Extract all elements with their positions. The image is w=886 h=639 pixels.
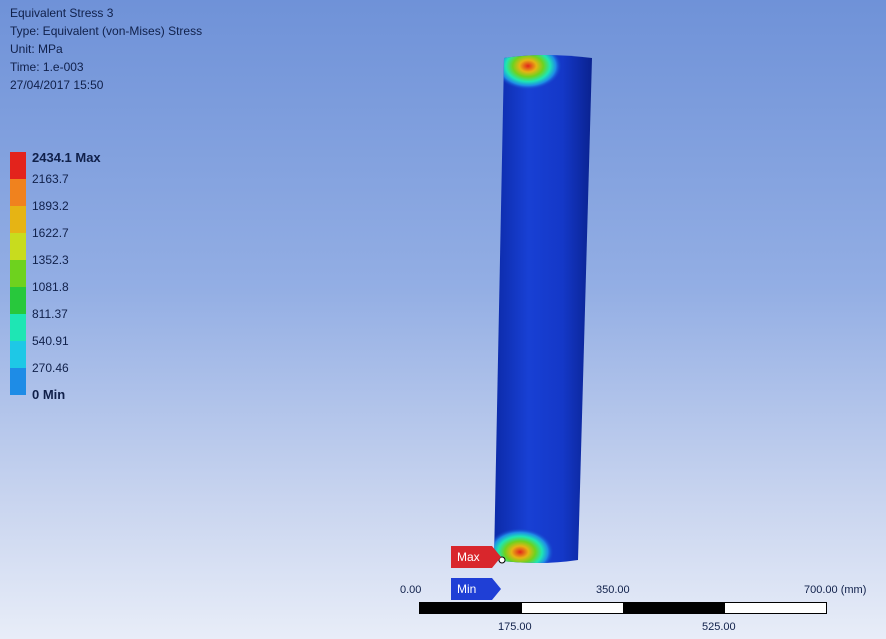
legend-label: 540.91 — [32, 334, 69, 348]
scale-segment — [420, 603, 522, 613]
cylinder-model[interactable] — [470, 48, 620, 573]
scale-segment — [521, 603, 623, 613]
legend-swatch — [10, 179, 26, 206]
legend-label: 1352.3 — [32, 253, 69, 267]
legend-swatch — [10, 314, 26, 341]
scale-segment — [623, 603, 725, 613]
legend-swatch — [10, 233, 26, 260]
scale-label-700: 700.00 (mm) — [804, 584, 867, 596]
probe-point — [498, 556, 506, 564]
legend-label: 2163.7 — [32, 172, 69, 186]
scale-label-175: 175.00 — [498, 621, 532, 633]
scale-bar — [419, 602, 827, 614]
result-date: 27/04/2017 15:50 — [10, 78, 104, 92]
result-time: Time: 1.e-003 — [10, 60, 84, 74]
legend-swatch — [10, 260, 26, 287]
min-probe-tag[interactable]: Min — [451, 578, 501, 600]
legend-swatch — [10, 206, 26, 233]
scale-label-350: 350.00 — [596, 584, 630, 596]
legend-label: 1893.2 — [32, 199, 69, 213]
result-info: Equivalent Stress 3 Type: Equivalent (vo… — [10, 4, 202, 94]
legend-swatch — [10, 368, 26, 395]
legend-label-min: 0 Min — [32, 387, 66, 402]
max-probe-tag[interactable]: Max — [451, 546, 501, 568]
legend-label: 1622.7 — [32, 226, 69, 240]
legend-label: 1081.8 — [32, 280, 69, 294]
legend-swatch — [10, 152, 26, 179]
result-unit: Unit: MPa — [10, 42, 63, 56]
legend-label: 270.46 — [32, 361, 69, 375]
legend-swatch — [10, 341, 26, 368]
legend-label-max: 2434.1 Max — [32, 150, 101, 165]
scale-ruler: 0.00 350.00 700.00 (mm) 175.00 525.00 — [400, 582, 886, 639]
legend-swatch — [10, 287, 26, 314]
stress-legend[interactable]: 2434.1 Max 2163.7 1893.2 1622.7 1352.3 1… — [10, 150, 170, 408]
max-stress-hotspot-bottom — [494, 528, 554, 563]
scale-segment — [724, 603, 826, 613]
legend-label: 811.37 — [32, 307, 68, 321]
result-type: Type: Equivalent (von-Mises) Stress — [10, 24, 203, 38]
scale-label-0: 0.00 — [400, 584, 422, 596]
scale-label-525: 525.00 — [702, 621, 736, 633]
cylinder-body — [494, 55, 592, 563]
max-stress-hotspot-top — [494, 55, 562, 90]
result-title: Equivalent Stress 3 — [10, 6, 114, 20]
